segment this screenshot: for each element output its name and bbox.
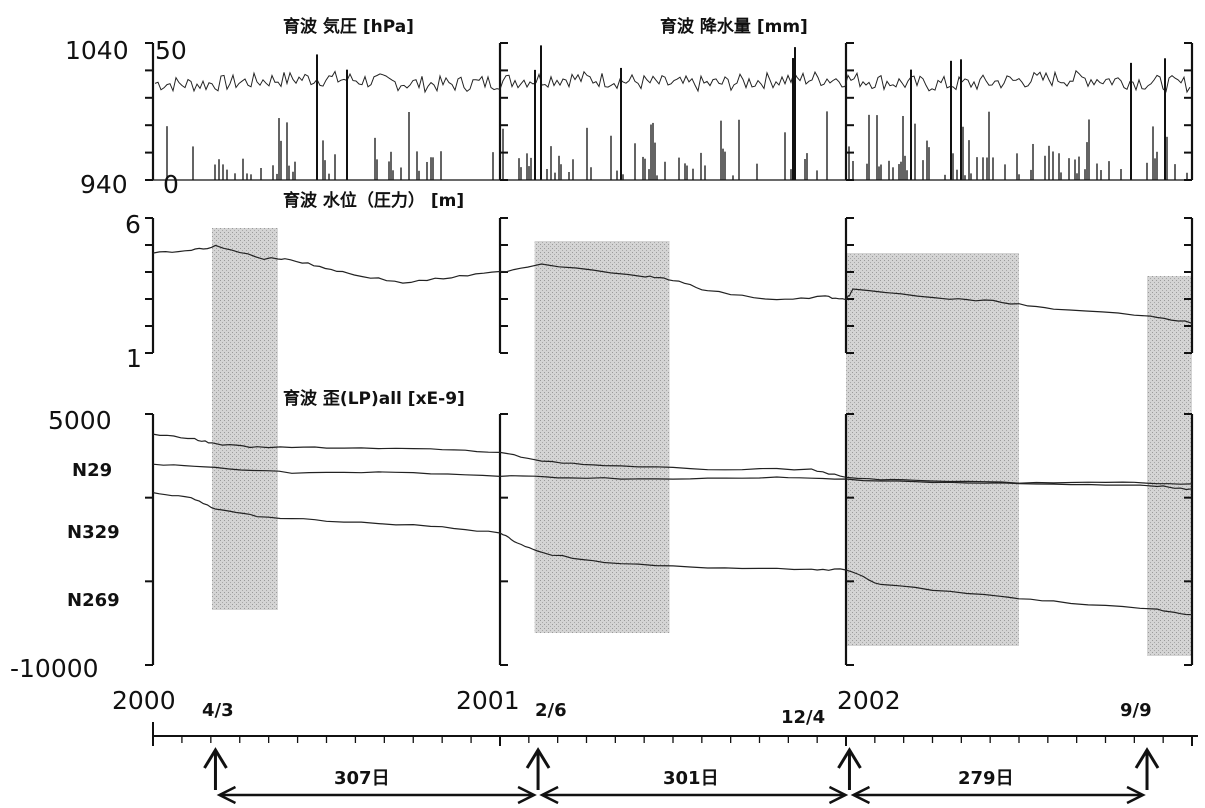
event-timeline [152, 722, 1198, 805]
strain-line-n29 [152, 433, 1193, 485]
interval-label-1: 307日 [334, 768, 390, 789]
event-arrowhead-2 [525, 747, 551, 769]
strain-ytick-max: 5000 [48, 406, 112, 435]
shaded-period-1 [211, 228, 278, 610]
interval-head-right-3 [1126, 785, 1146, 805]
strain-line-n329 [152, 463, 1193, 491]
strain-line-n269 [152, 492, 1193, 616]
interval-head-right-2 [828, 785, 849, 805]
data-traces [152, 45, 1193, 616]
water-ytick-min: 1 [126, 344, 142, 373]
interval-head-right-1 [517, 785, 537, 805]
pressure-ytick-min: 940 [80, 170, 128, 199]
water-level-title: 育波 水位（圧力） [m] [283, 191, 465, 211]
shaded-period-3 [846, 253, 1019, 646]
pressure-ytick-max: 1040 [65, 36, 129, 65]
event-arrowhead-1 [203, 747, 228, 769]
event-arrowhead-3 [837, 747, 862, 769]
event-date-2: 2/6 [535, 700, 567, 721]
strain-series-label-n29: N29 [72, 460, 113, 481]
strain-series-label-n269: N269 [67, 590, 120, 611]
year-label-2000: 2000 [112, 686, 176, 715]
pressure-title: 育波 気圧 [hPa] [283, 17, 414, 37]
strain-series-label-n329: N329 [67, 522, 120, 543]
water-level-line [152, 244, 1193, 324]
event-date-3: 12/4 [781, 707, 826, 728]
strain-ytick-min: -10000 [10, 654, 99, 683]
year-label-2002: 2002 [837, 686, 901, 715]
event-date-4: 9/9 [1120, 700, 1152, 721]
interval-label-2: 301日 [663, 768, 719, 789]
shaded-periods [211, 228, 1192, 656]
shaded-period-2 [534, 241, 670, 633]
strain-title: 育波 歪(LP)all [xE-9] [283, 389, 465, 409]
interval-head-left-2 [539, 785, 559, 805]
event-date-1: 4/3 [202, 700, 234, 721]
interval-head-left-1 [216, 785, 237, 805]
rainfall-title: 育波 降水量 [mm] [660, 17, 808, 37]
interval-label-3: 279日 [958, 768, 1014, 789]
interval-head-left-3 [850, 785, 871, 805]
rainfall-ytick-min: 0 [163, 170, 179, 199]
rainfall-ytick-max: 50 [155, 36, 187, 65]
pressure-line [154, 69, 1191, 94]
event-arrowhead-4 [1134, 747, 1160, 769]
shaded-period-4 [1147, 276, 1192, 656]
water-ytick-max: 6 [125, 210, 141, 239]
year-label-2001: 2001 [456, 686, 520, 715]
